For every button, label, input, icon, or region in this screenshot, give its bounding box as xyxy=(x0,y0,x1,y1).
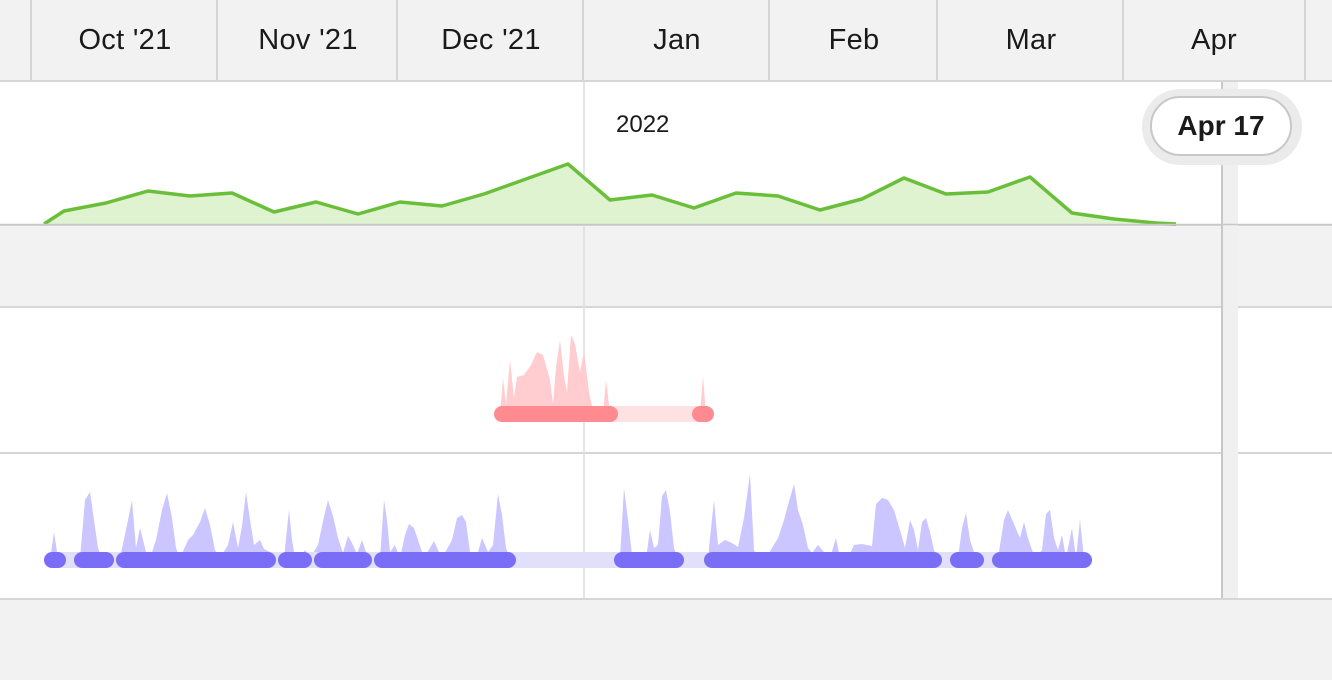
purple-bar-7 xyxy=(614,552,684,568)
purple-bar-4 xyxy=(278,552,312,568)
timeline-header: Oct '21 Nov '21 Dec '21 Jan Feb Mar Apr xyxy=(0,0,1332,82)
red-bar-1 xyxy=(494,406,618,422)
red-spikes xyxy=(500,335,706,414)
purple-bar-2 xyxy=(74,552,114,568)
month-nov-21[interactable]: Nov '21 xyxy=(216,0,398,80)
month-feb[interactable]: Feb xyxy=(768,0,938,80)
activity-line xyxy=(43,162,1177,226)
month-apr[interactable]: Apr xyxy=(1122,0,1306,80)
purple-bar-9 xyxy=(950,552,984,568)
purple-bar-3 xyxy=(116,552,276,568)
track-spacer xyxy=(0,226,1332,308)
current-date-pill[interactable]: Apr 17 xyxy=(1150,96,1292,156)
month-dec-21[interactable]: Dec '21 xyxy=(396,0,584,80)
year-label: 2022 xyxy=(616,111,670,138)
red-bar-2 xyxy=(692,406,714,422)
purple-spikes xyxy=(50,474,1084,560)
purple-bar-1 xyxy=(44,552,66,568)
purple-bar-5 xyxy=(314,552,372,568)
purple-bar-10 xyxy=(992,552,1092,568)
activity-area xyxy=(44,164,1176,224)
purple-bar-8 xyxy=(704,552,942,568)
purple-bar-6 xyxy=(374,552,516,568)
month-jan[interactable]: Jan xyxy=(582,0,770,80)
red-event-track xyxy=(0,308,1332,454)
month-mar[interactable]: Mar xyxy=(936,0,1124,80)
month-oct-21[interactable]: Oct '21 xyxy=(30,0,218,80)
today-indicator xyxy=(1222,82,1238,598)
